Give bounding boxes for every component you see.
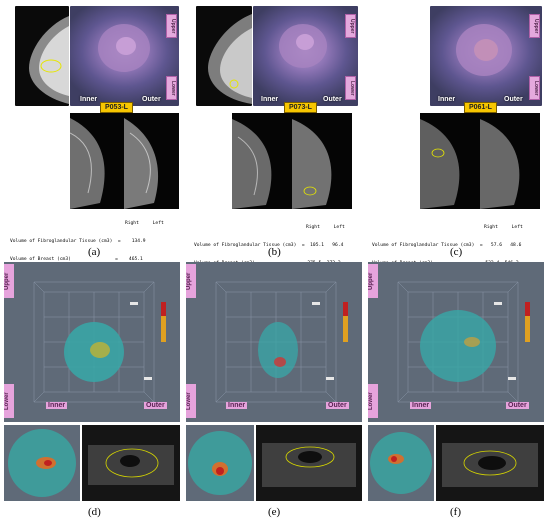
viz-outer-label: Outer: [144, 402, 167, 409]
volpara-row: Volume of Fibroglandular Tissue (cm3) = …: [372, 243, 522, 248]
patient-id-c: P061-L: [464, 102, 497, 113]
volpara-header: Right Left: [484, 225, 523, 230]
viz-inner-label: Inner: [410, 402, 432, 409]
caption-d: (d): [88, 506, 101, 518]
caption-b: (b): [268, 246, 281, 258]
ddc-outer-label: Outer: [142, 96, 161, 103]
ddc-lower-label: Lower: [345, 76, 356, 100]
mri-image-b: [196, 6, 252, 106]
volpara-row: Volume of Fibroglandular Tissue (cm3) = …: [10, 239, 146, 244]
ddc-lower-label: Lower: [529, 76, 540, 100]
density-3d-view-e: Upper Lower Inner Outer: [186, 262, 362, 422]
viz-upper-label: Upper: [186, 264, 196, 298]
ddc-image-c: Upper Lower Inner Outer: [430, 6, 542, 106]
ultrasound-d: [82, 425, 180, 501]
viz-outer-label: Outer: [506, 402, 529, 409]
caption-a: (a): [88, 246, 101, 258]
viz-upper-label: Upper: [368, 264, 378, 298]
caption-c: (c): [450, 246, 463, 258]
mammogram-a: [70, 113, 179, 209]
volpara-row: Volume of Breast (cm3) = 465.1: [10, 257, 143, 262]
ultrasound-e: [256, 425, 362, 501]
mammogram-c: [420, 113, 540, 209]
volpara-header: Right Left: [125, 221, 164, 226]
ddc-upper-label: Upper: [345, 14, 356, 38]
viz-lower-label: Lower: [186, 384, 196, 418]
caption-f: (f): [450, 506, 461, 518]
heatmap-f: [368, 425, 434, 501]
heatmap-e: [186, 425, 254, 501]
ddc-inner-label: Inner: [438, 96, 456, 103]
caption-e: (e): [268, 506, 281, 518]
ddc-inner-label: Inner: [261, 96, 279, 103]
volpara-header: Right Left: [306, 225, 345, 230]
viz-inner-label: Inner: [226, 402, 248, 409]
mammogram-b: [232, 113, 352, 209]
ddc-image-b: Upper Lower Inner Outer: [253, 6, 358, 106]
patient-id-a: P053-L: [100, 102, 133, 113]
viz-lower-label: Lower: [368, 384, 378, 418]
ddc-outer-label: Outer: [504, 96, 523, 103]
heatmap-d: [4, 425, 80, 501]
ddc-outer-label: Outer: [323, 96, 342, 103]
volpara-table-b: Right Left Volume of Fibroglandular Tiss…: [194, 213, 364, 302]
viz-outer-label: Outer: [326, 402, 349, 409]
viz-upper-label: Upper: [4, 264, 14, 298]
ddc-upper-label: Upper: [166, 14, 177, 38]
volpara-table-a: Right Left Volume of Fibroglandular Tiss…: [10, 209, 180, 298]
density-3d-view-d: Upper Lower Inner Outer: [4, 262, 180, 422]
ddc-inner-label: Inner: [80, 96, 98, 103]
mri-image-a: [15, 6, 69, 106]
volpara-row: Volume of Fibroglandular Tissue (cm3) = …: [194, 243, 344, 248]
patient-id-b: P073-L: [284, 102, 317, 113]
volpara-table-c: Right Left Volume of Fibroglandular Tiss…: [372, 213, 542, 302]
ultrasound-f: [436, 425, 544, 501]
ddc-upper-label: Upper: [529, 14, 540, 38]
ddc-lower-label: Lower: [166, 76, 177, 100]
viz-inner-label: Inner: [46, 402, 68, 409]
viz-lower-label: Lower: [4, 384, 14, 418]
ddc-image-a: Upper Lower Inner Outer: [70, 6, 179, 106]
density-3d-view-f: Upper Lower Inner Outer: [368, 262, 544, 422]
